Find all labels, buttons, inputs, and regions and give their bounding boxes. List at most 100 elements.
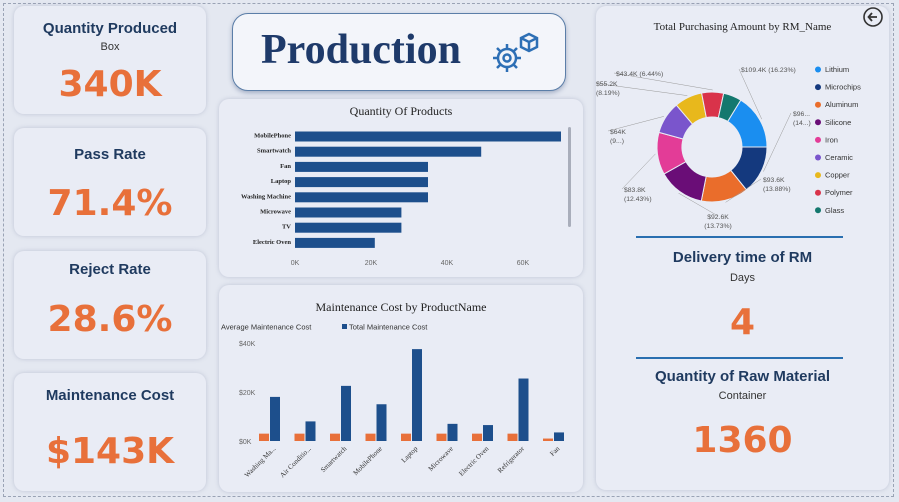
kpi-card-pass-rate: Pass Rate 71.4%	[14, 128, 206, 236]
divider	[636, 357, 843, 359]
kpi-title: Reject Rate	[69, 261, 151, 278]
x-tick-label: Smartwatch	[319, 444, 349, 474]
legend-swatch	[815, 172, 821, 179]
back-arrow-icon[interactable]	[862, 6, 884, 28]
data-label: (13.88%)	[763, 186, 791, 193]
kpi-unit: Days	[729, 272, 756, 284]
data-label: $64K	[610, 129, 626, 136]
leader-line	[738, 68, 762, 120]
legend-label: Glass	[825, 206, 844, 215]
legend-swatch	[342, 324, 347, 329]
bar	[295, 207, 402, 218]
bar	[305, 421, 316, 441]
y-tick-label: Microwave	[260, 209, 291, 216]
quantity-of-products-chart: 0K 20K 40K 60K MobilePhone Smartwatch Fan Lapto…	[241, 127, 571, 267]
y-tick-label: Washing Machine	[241, 193, 291, 200]
leader-line	[678, 192, 719, 217]
bar	[543, 438, 553, 441]
data-label: $83.8K	[624, 187, 646, 194]
chart-title: Maintenance Cost by ProductName	[315, 300, 487, 314]
kpi-value: 28.6%	[47, 299, 173, 340]
x-tick-label: 40K	[441, 260, 454, 267]
kpi-title: Delivery time of RM	[672, 249, 813, 266]
data-label: $96...	[793, 111, 810, 118]
y-tick-label: MobilePhone	[254, 133, 291, 140]
data-label: $43.4K (6.44%)	[616, 71, 663, 78]
legend-swatch	[815, 207, 821, 214]
legend-swatch	[815, 101, 821, 108]
bar	[483, 425, 493, 441]
kpi-value: 71.4%	[47, 183, 173, 224]
legend-label: Copper	[825, 171, 850, 180]
bar	[365, 433, 376, 441]
data-label: $109.4K (16.23%)	[741, 67, 796, 74]
legend-swatch	[815, 66, 821, 73]
x-tick-label: MobilePhone	[352, 445, 384, 477]
kpi-value: $143K	[45, 431, 175, 472]
kpi-unit: Container	[718, 390, 767, 402]
data-label: (14...)	[793, 120, 811, 127]
kpi-unit: Box	[100, 41, 120, 53]
bar	[295, 177, 428, 188]
kpi-card-maintenance-cost: Maintenance Cost $143K	[14, 373, 206, 491]
data-label: (13.73%)	[704, 223, 732, 230]
kpi-card-reject-rate: Reject Rate 28.6%	[14, 251, 206, 359]
legend-swatch	[815, 119, 821, 126]
legend-label: Iron	[825, 135, 838, 144]
data-label: (12.43%)	[624, 196, 652, 203]
y-tick-label: Fan	[280, 163, 291, 170]
maintenance-cost-chart: Average Maintenance Cost Total Maintenanc…	[221, 323, 564, 480]
kpi-value: 340K	[58, 64, 162, 105]
bar	[295, 131, 561, 142]
right-panel: Total Purchasing Amount by RM_Name $109.…	[596, 6, 889, 490]
leader-line	[596, 83, 688, 96]
bar	[401, 433, 411, 441]
divider	[636, 236, 843, 238]
bar	[554, 432, 564, 441]
data-label: $55.2K	[596, 81, 618, 88]
kpi-value: 4	[729, 302, 756, 343]
legend-label: Average Maintenance Cost	[221, 323, 312, 332]
chart-title: Total Purchasing Amount by RM_Name	[653, 21, 832, 33]
kpi-card-quantity-produced: Quantity Produced Box 340K	[14, 6, 206, 114]
gear-box-icon	[493, 32, 539, 72]
bar	[295, 237, 375, 248]
x-tick-label: Electric Oven	[457, 444, 490, 477]
x-tick-label: Air Conditio...	[278, 445, 313, 480]
kpi-title: Quantity Produced	[42, 20, 178, 37]
x-tick-label: Washing Ma...	[243, 445, 278, 480]
dashboard-frame	[3, 3, 894, 497]
bar	[295, 146, 482, 157]
bar	[294, 433, 305, 441]
legend-label: Ceramic	[825, 153, 853, 162]
kpi-title: Pass Rate	[74, 146, 146, 163]
bar	[295, 161, 428, 172]
bar	[341, 385, 351, 441]
scrollbar	[568, 127, 571, 227]
bar	[295, 192, 428, 203]
chart-title: Quantity Of Products	[349, 104, 453, 118]
x-tick-label: Refrigerator	[496, 444, 526, 474]
x-tick-label: 0K	[291, 260, 300, 267]
legend-label: Lithium	[825, 65, 849, 74]
production-header: Production	[232, 13, 566, 91]
maintenance-cost-card: Maintenance Cost by ProductName Average …	[219, 285, 583, 492]
leader-line	[607, 116, 665, 132]
quantity-of-products-card: Quantity Of Products 0K 20K 40K 60K MobilePh…	[219, 99, 583, 277]
y-tick-label: Laptop	[271, 178, 292, 185]
donut-slice	[717, 92, 742, 123]
legend-label: Microchips	[825, 83, 861, 92]
purchasing-donut-chart: $109.4K (16.23%) $96... (14...) $93.6K (13.8…	[596, 65, 861, 230]
data-label: $93.6K	[763, 177, 785, 184]
bar	[330, 433, 340, 441]
data-label: (8.19%)	[596, 90, 620, 97]
y-tick-label: TV	[282, 224, 291, 231]
bar	[518, 378, 529, 441]
x-tick-label: 60K	[517, 260, 530, 267]
bar	[472, 433, 482, 441]
data-label: (9...)	[610, 138, 624, 145]
legend-label: Polymer	[825, 188, 853, 197]
leader-line	[763, 112, 792, 172]
leader-line	[613, 72, 713, 91]
x-tick-label: Fan	[548, 444, 561, 457]
